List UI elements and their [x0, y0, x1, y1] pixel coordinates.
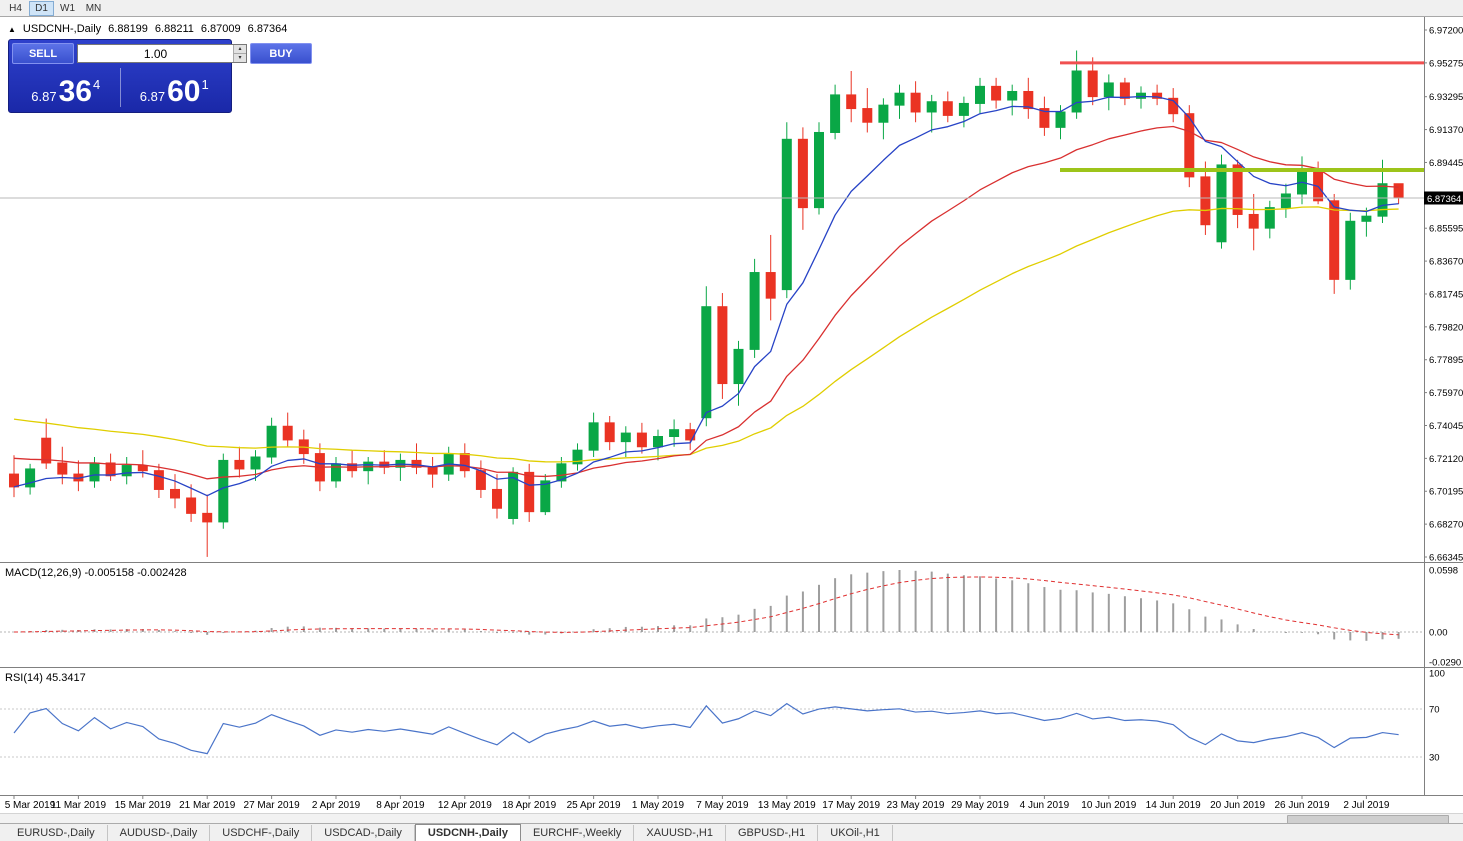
svg-text:6.97200: 6.97200 — [1429, 26, 1463, 37]
ask-price-sup: 1 — [201, 77, 209, 92]
svg-text:6.70195: 6.70195 — [1429, 487, 1463, 498]
ask-price-big: 60 — [167, 75, 201, 108]
volume-increase-icon[interactable]: ▴ — [233, 45, 246, 53]
svg-text:7 May 2019: 7 May 2019 — [696, 800, 749, 811]
svg-text:1 May 2019: 1 May 2019 — [632, 800, 685, 811]
timeframe-button-w1[interactable]: W1 — [55, 1, 80, 16]
timeframe-button-d1[interactable]: D1 — [29, 0, 54, 16]
bid-price-sup: 4 — [92, 77, 101, 92]
svg-text:21 Mar 2019: 21 Mar 2019 — [179, 800, 236, 811]
svg-text:6.85595: 6.85595 — [1429, 224, 1463, 235]
svg-text:14 Jun 2019: 14 Jun 2019 — [1146, 800, 1201, 811]
volume-input[interactable] — [78, 45, 233, 62]
svg-text:25 Apr 2019: 25 Apr 2019 — [567, 800, 621, 811]
current-price-badge — [1424, 191, 1463, 205]
volume-control: ▴ ▾ — [77, 44, 247, 63]
svg-text:0.0598: 0.0598 — [1429, 566, 1458, 577]
volume-decrease-icon[interactable]: ▾ — [233, 53, 246, 62]
price-chart[interactable]: 6.97200 6.95275 6.93295 6.91370 6.89445 6.855… — [0, 17, 1463, 813]
chart-tab-bar: EURUSD-,Daily AUDUSD-,Daily USDCHF-,Daily U… — [0, 823, 1463, 841]
svg-text:23 May 2019: 23 May 2019 — [887, 800, 945, 811]
sell-button[interactable]: SELL — [12, 43, 74, 64]
svg-text:6.72120: 6.72120 — [1429, 454, 1463, 465]
bid-price[interactable]: 6.87 36 4 — [12, 66, 120, 109]
svg-text:2 Jul 2019: 2 Jul 2019 — [1343, 800, 1390, 811]
bid-price-small: 6.87 — [31, 89, 57, 104]
one-click-collapse-icon[interactable]: ▲ — [8, 24, 16, 34]
svg-text:6.79820: 6.79820 — [1429, 322, 1463, 333]
svg-text:15 Mar 2019: 15 Mar 2019 — [115, 800, 172, 811]
chart-tab-usdchf-daily[interactable]: USDCHF-,Daily — [210, 825, 313, 841]
buy-button[interactable]: BUY — [250, 43, 312, 64]
chart-tab-gbpusd-h1[interactable]: GBPUSD-,H1 — [726, 825, 819, 841]
price-divider — [119, 68, 121, 107]
svg-text:26 Jun 2019: 26 Jun 2019 — [1274, 800, 1329, 811]
ma-fast-blue-line — [13, 95, 1399, 497]
svg-text:20 Jun 2019: 20 Jun 2019 — [1210, 800, 1265, 811]
svg-text:13 May 2019: 13 May 2019 — [758, 800, 816, 811]
svg-text:17 May 2019: 17 May 2019 — [822, 800, 880, 811]
chart-tab-usdcad-daily[interactable]: USDCAD-,Daily — [312, 825, 415, 841]
svg-text:18 Apr 2019: 18 Apr 2019 — [502, 800, 556, 811]
svg-text:6.66345: 6.66345 — [1429, 553, 1463, 564]
svg-text:11 Mar 2019: 11 Mar 2019 — [51, 800, 107, 811]
svg-text:27 Mar 2019: 27 Mar 2019 — [244, 800, 301, 811]
svg-text:6.91370: 6.91370 — [1429, 125, 1463, 136]
chart-tab-audusd-daily[interactable]: AUDUSD-,Daily — [108, 825, 211, 841]
ask-price[interactable]: 6.87 60 1 — [121, 66, 229, 109]
svg-text:0.00: 0.00 — [1429, 628, 1448, 639]
svg-text:4 Jun 2019: 4 Jun 2019 — [1020, 800, 1070, 811]
chart-horizontal-scrollbar[interactable] — [0, 813, 1463, 824]
svg-text:6.75970: 6.75970 — [1429, 388, 1463, 399]
svg-text:6.93295: 6.93295 — [1429, 92, 1463, 103]
ohlc-high: 6.88211 — [154, 23, 194, 35]
chart-tab-eurusd-daily[interactable]: EURUSD-,Daily — [5, 825, 108, 841]
chart-tab-xauusd-h1[interactable]: XAUUSD-,H1 — [634, 825, 726, 841]
rsi-indicator-label: RSI(14) 45.3417 — [5, 672, 86, 684]
ma-mid-red-line — [13, 125, 1399, 480]
chart-tab-usdcnh-daily[interactable]: USDCNH-,Daily — [414, 824, 521, 841]
svg-text:29 May 2019: 29 May 2019 — [951, 800, 1009, 811]
svg-text:6.68270: 6.68270 — [1429, 520, 1463, 531]
svg-text:5 Mar 2019: 5 Mar 2019 — [5, 800, 56, 811]
svg-text:6.77895: 6.77895 — [1429, 355, 1463, 366]
macd-indicator-label: MACD(12,26,9) -0.005158 -0.002428 — [5, 567, 187, 579]
svg-text:6.87364: 6.87364 — [1427, 194, 1461, 205]
chart-tab-ukoil-h1[interactable]: UKOil-,H1 — [818, 825, 893, 841]
chart-tab-eurchf-weekly[interactable]: EURCHF-,Weekly — [521, 825, 635, 841]
bid-price-big: 36 — [58, 75, 92, 108]
svg-text:70: 70 — [1429, 705, 1440, 716]
chart-symbol: USDCNH-,Daily — [22, 23, 102, 35]
ohlc-close: 6.87364 — [247, 23, 288, 35]
svg-text:8 Apr 2019: 8 Apr 2019 — [376, 800, 425, 811]
svg-text:100: 100 — [1429, 669, 1445, 680]
svg-text:6.81745: 6.81745 — [1429, 289, 1463, 300]
chart-symbol-header: ▲ USDCNH-,Daily 6.88199 6.88211 6.87009 … — [8, 23, 287, 35]
ma-slow-yellow-line — [13, 206, 1399, 463]
rsi-line — [13, 702, 1399, 755]
svg-text:30: 30 — [1429, 753, 1440, 764]
ohlc-open: 6.88199 — [108, 23, 148, 35]
svg-text:2 Apr 2019: 2 Apr 2019 — [312, 800, 361, 811]
ohlc-low: 6.87009 — [200, 23, 241, 35]
ask-price-small: 6.87 — [139, 89, 166, 104]
timeframe-button-h4[interactable]: H4 — [3, 1, 28, 16]
svg-text:10 Jun 2019: 10 Jun 2019 — [1081, 800, 1136, 811]
svg-text:6.89445: 6.89445 — [1429, 158, 1463, 169]
svg-text:12 Apr 2019: 12 Apr 2019 — [438, 800, 492, 811]
timeframe-toolbar: H4 D1 W1 MN — [0, 0, 1463, 17]
svg-text:6.74045: 6.74045 — [1429, 421, 1463, 432]
svg-text:6.95275: 6.95275 — [1429, 58, 1463, 69]
timeframe-button-mn[interactable]: MN — [81, 1, 106, 16]
svg-text:6.83670: 6.83670 — [1429, 257, 1463, 268]
svg-text:-0.0290: -0.0290 — [1429, 658, 1461, 669]
volume-spinner: ▴ ▾ — [233, 45, 246, 62]
